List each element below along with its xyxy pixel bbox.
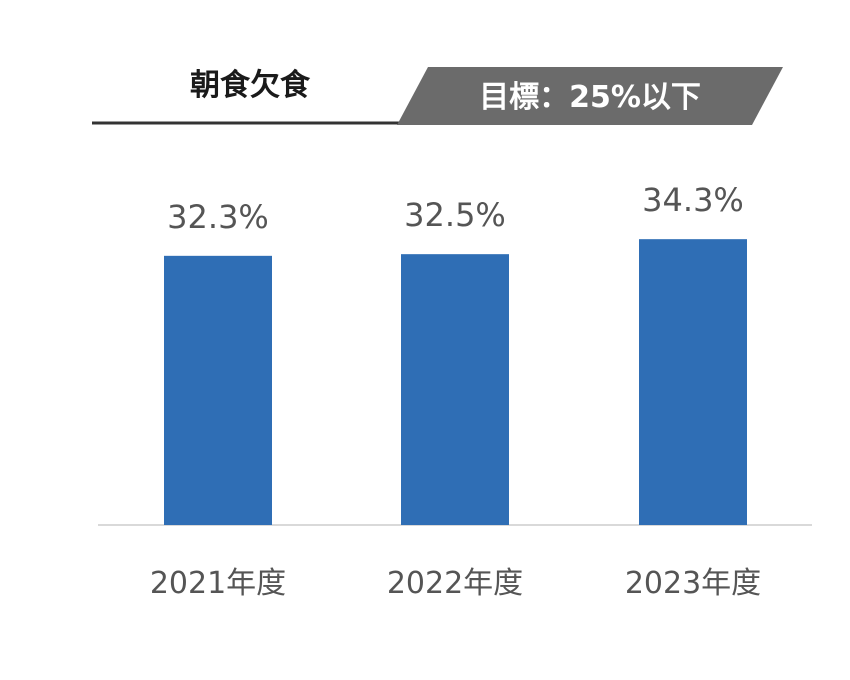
category-label-1: 2021年度 [150,566,286,601]
value-label-2: 32.5% [404,196,506,234]
value-label-3: 34.3% [642,181,744,219]
chart-title: 朝食欠食 [190,68,311,103]
value-label-1: 32.3% [167,198,269,236]
bar-1 [164,255,272,526]
category-label-2: 2022年度 [387,566,523,601]
chart-header: 朝食欠食 目標：25%以下 [92,67,783,125]
value-labels-group: 32.3% 32.5% 34.3% [167,181,744,236]
target-banner [397,67,783,125]
category-label-3: 2023年度 [625,566,761,601]
category-labels-group: 2021年度 2022年度 2023年度 [150,566,761,601]
bar-3 [639,239,747,525]
target-annotation: 目標：25%以下 [479,80,701,115]
bar-2 [401,254,509,525]
bars-group [164,239,747,526]
plot-area: 32.3% 32.5% 34.3% 2021年度 2022年度 2023年度 [98,181,812,601]
